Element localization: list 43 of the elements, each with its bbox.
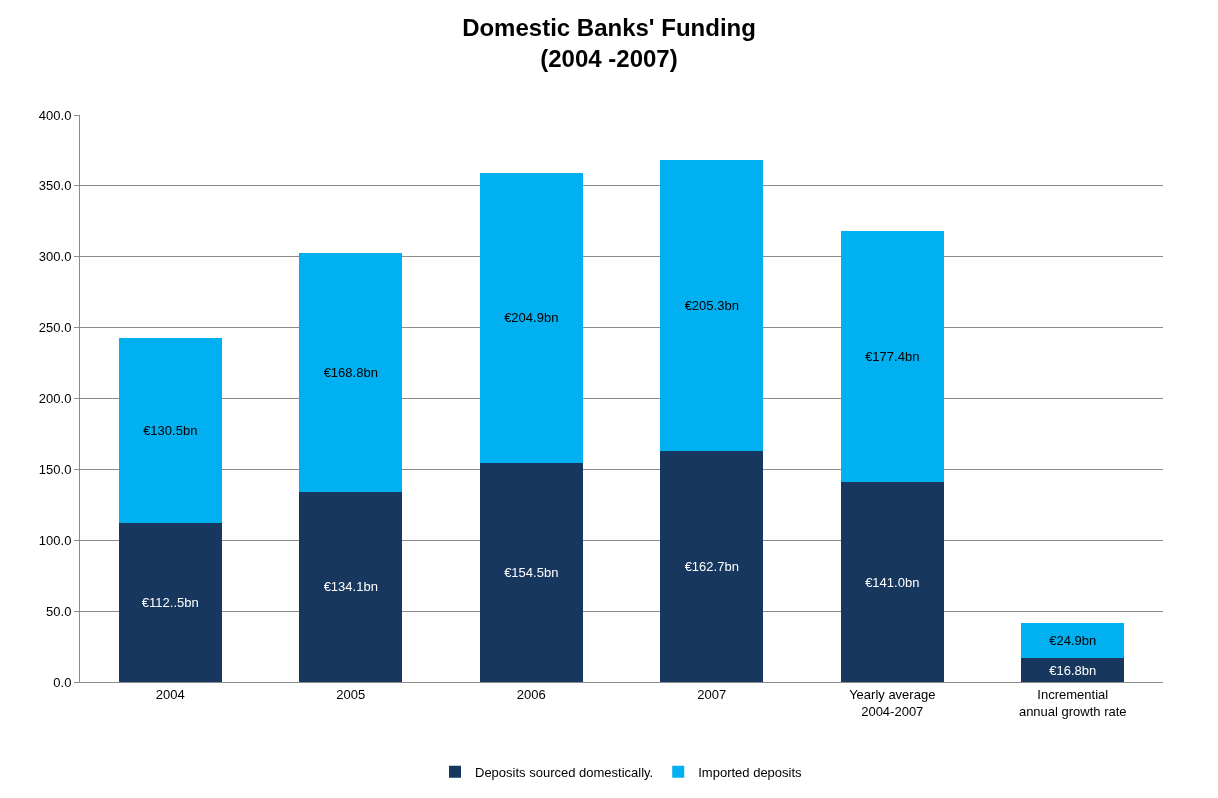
x-tick-label: 2007 <box>697 686 727 702</box>
x-tick-label: Incremential annual growth rate <box>1018 686 1127 719</box>
chart-title: Domestic Banks' Funding <box>462 13 756 41</box>
bar <box>840 482 944 682</box>
y-tick-label: 100.0 <box>38 532 72 548</box>
data-label: €24.9bn <box>1049 633 1097 649</box>
y-tick-label: 0.0 <box>53 674 72 690</box>
bar <box>118 522 222 682</box>
data-label: €16.8bn <box>1049 662 1097 678</box>
y-tick-label: 50.0 <box>46 603 72 619</box>
bar <box>299 491 403 682</box>
y-tick-label: 300.0 <box>38 249 72 265</box>
bar <box>660 160 764 452</box>
y-tick-label: 150.0 <box>38 461 72 477</box>
data-label: €112..5bn <box>141 594 199 610</box>
data-label: €177.4bn <box>865 348 920 364</box>
bar <box>840 230 944 483</box>
bar <box>1021 622 1125 659</box>
chart-subtitle: (2004 -2007) <box>540 45 678 73</box>
x-tick-label: 2004 <box>155 686 185 702</box>
bar <box>479 463 583 682</box>
data-label: €204.9bn <box>504 310 559 326</box>
data-label: €205.3bn <box>684 298 739 314</box>
x-tick-label: Yearly average 2004-2007 <box>849 686 936 719</box>
y-tick-label: 200.0 <box>38 391 72 407</box>
data-label: €168.8bn <box>323 364 378 380</box>
data-label: €162.7bn <box>684 559 739 575</box>
data-label: €141.0bn <box>865 574 920 590</box>
data-label: €130.5bn <box>143 422 198 438</box>
x-tick-label: 2005 <box>336 686 366 702</box>
bar <box>118 337 222 523</box>
y-tick-label: 250.0 <box>38 320 72 336</box>
bar <box>299 252 403 492</box>
bar <box>479 172 583 463</box>
y-tick-label: 350.0 <box>38 178 72 194</box>
legend-label: Deposits sourced domestically. <box>475 764 654 780</box>
bar <box>1021 658 1125 682</box>
x-tick-label: 2006 <box>516 686 546 702</box>
legend-label: Imported deposits <box>698 764 803 780</box>
y-tick-label: 400.0 <box>38 107 72 123</box>
bar <box>660 451 764 682</box>
data-label: €154.5bn <box>504 565 559 580</box>
data-label: €134.1bn <box>323 579 378 595</box>
